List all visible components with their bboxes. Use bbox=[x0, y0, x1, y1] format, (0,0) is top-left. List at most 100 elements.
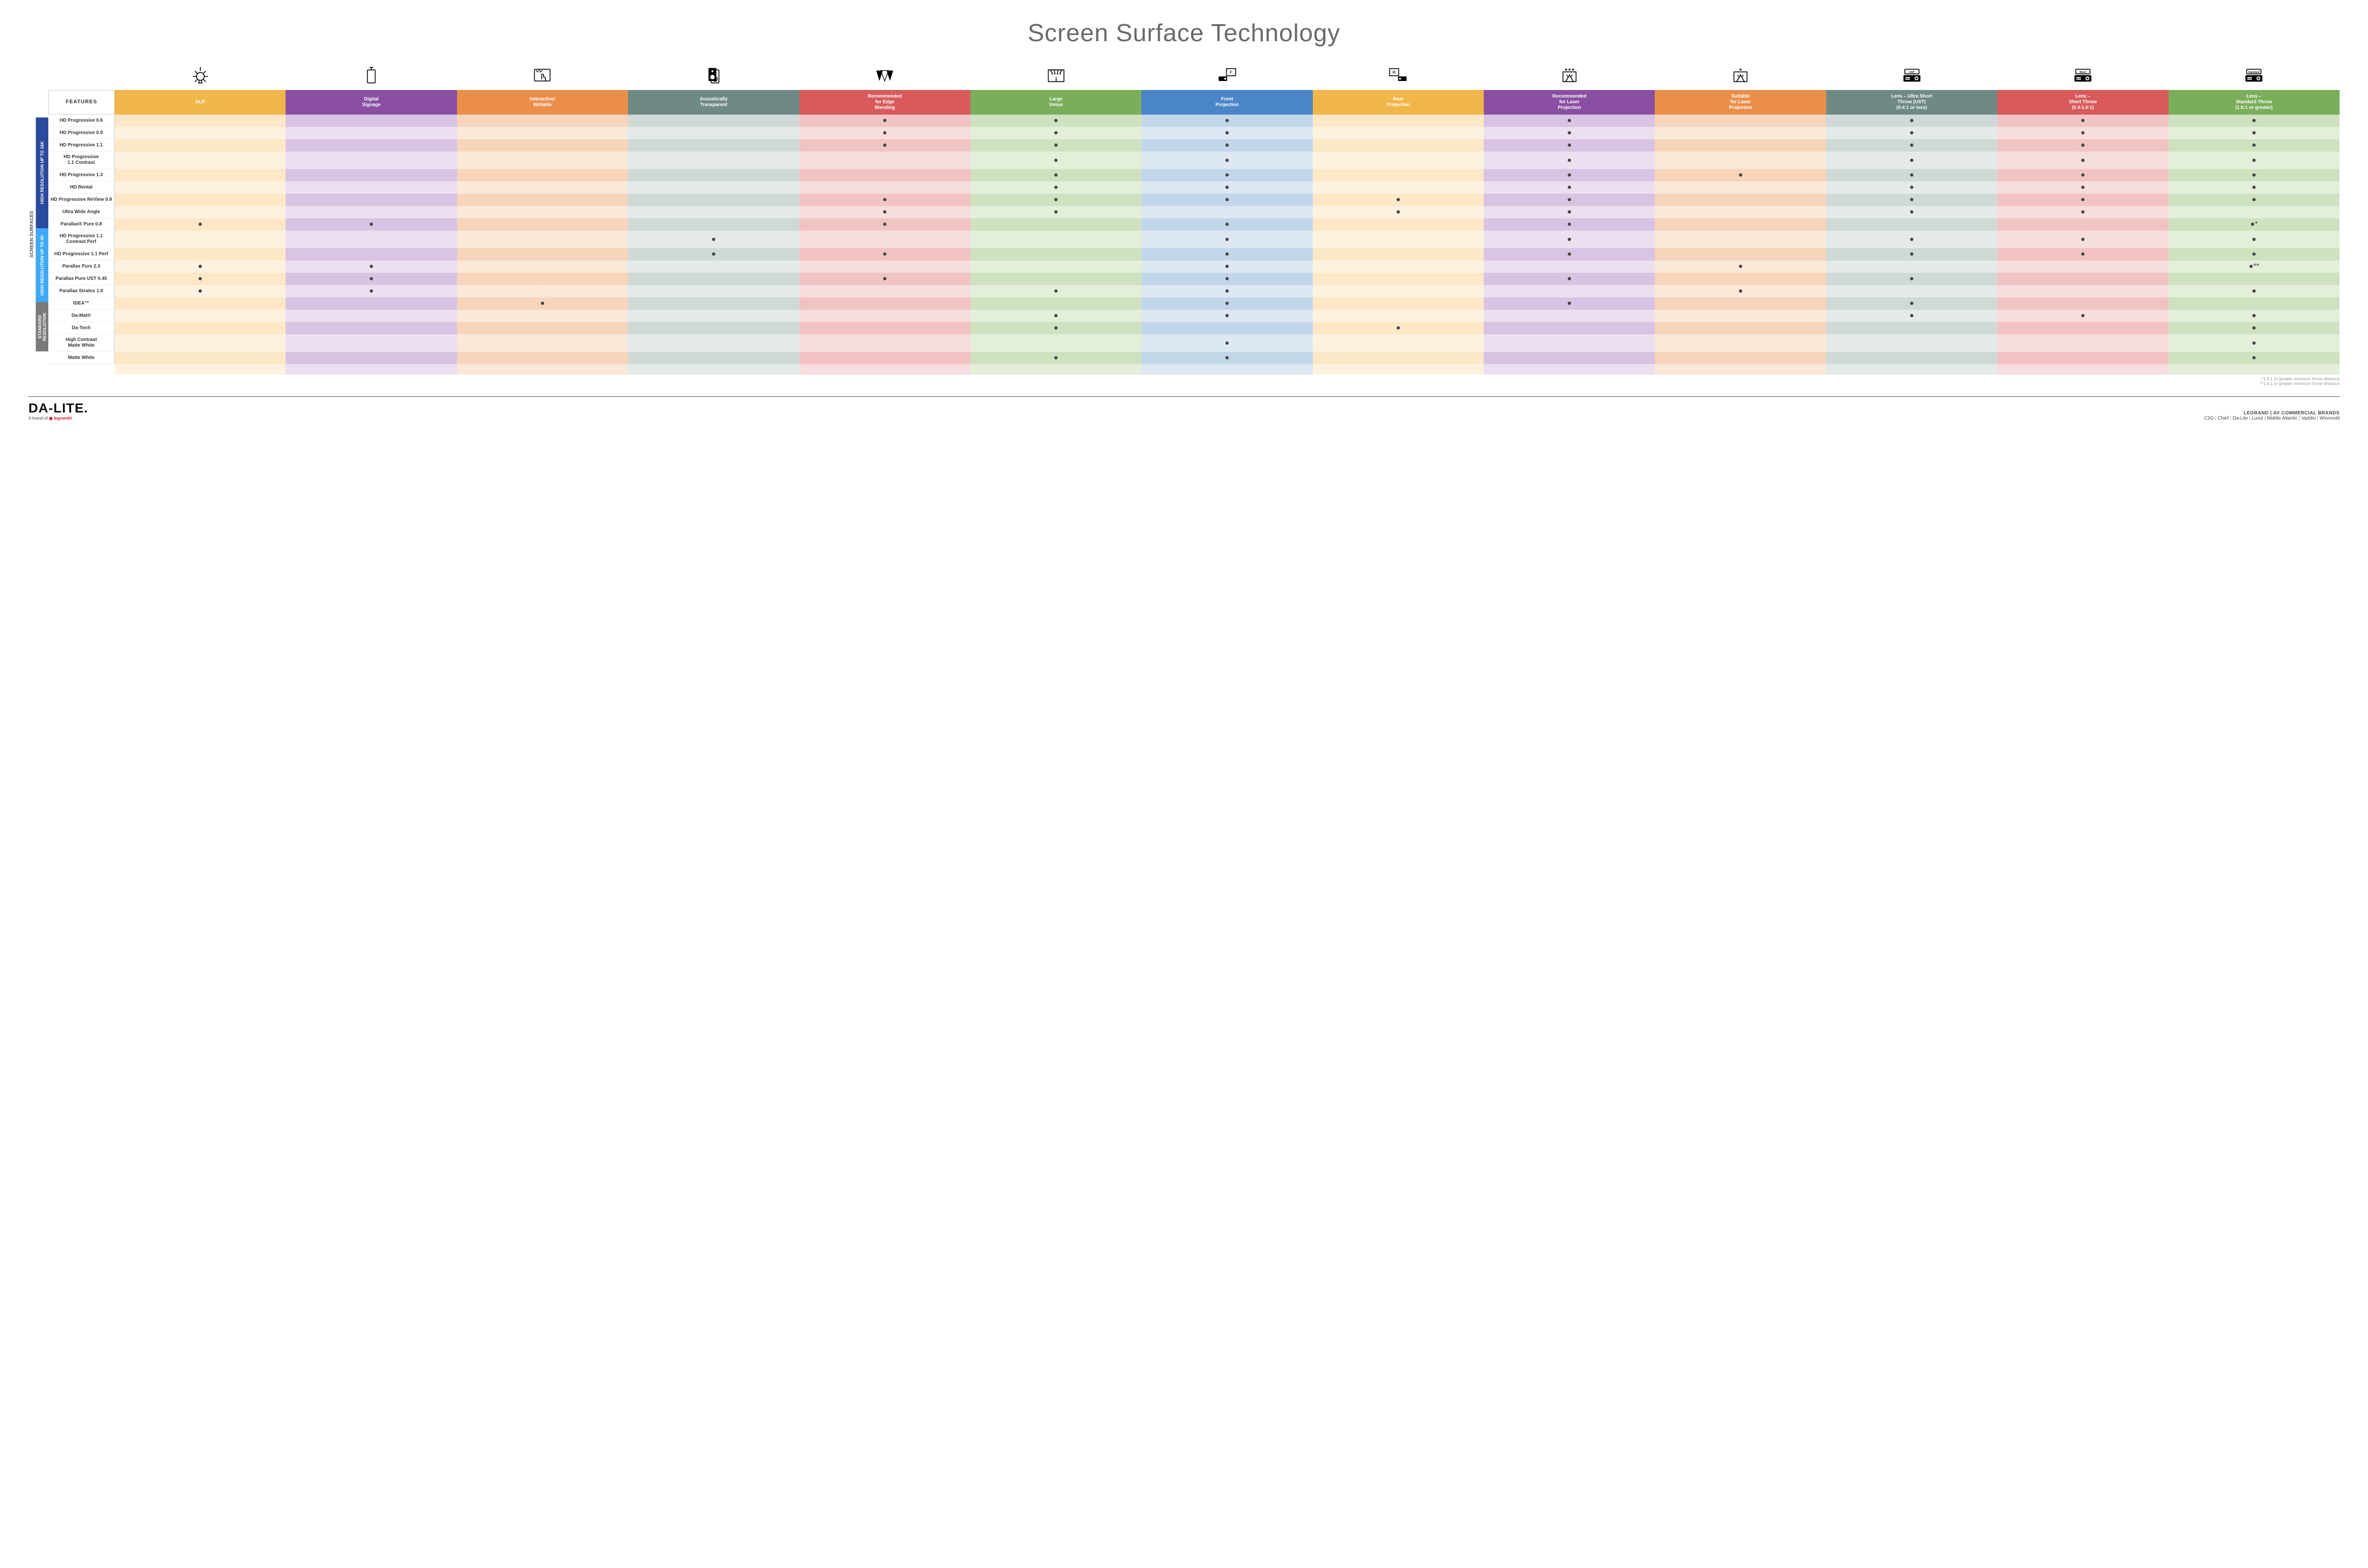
cell bbox=[1313, 139, 1484, 152]
cell: ● bbox=[970, 152, 1141, 169]
cell: ● bbox=[1484, 152, 1655, 169]
cell bbox=[2169, 273, 2340, 285]
cell bbox=[628, 285, 799, 297]
cell bbox=[799, 310, 970, 322]
row-label: HD Rental bbox=[48, 181, 115, 194]
cell: ● bbox=[1141, 218, 1312, 231]
venue-icon bbox=[970, 62, 1141, 90]
laserS-icon: ★ bbox=[1655, 62, 1826, 90]
cell: ●* bbox=[2169, 218, 2340, 231]
col-header-edge: Recommendedfor EdgeBlending bbox=[799, 90, 970, 115]
cell: ● bbox=[2169, 248, 2340, 260]
cell bbox=[799, 231, 970, 248]
cell bbox=[970, 334, 1141, 352]
cell: ● bbox=[628, 231, 799, 248]
row-label: HD Progressive ReView 0.9 bbox=[48, 194, 115, 206]
cell bbox=[457, 139, 628, 152]
cell bbox=[457, 194, 628, 206]
cell: ● bbox=[1997, 231, 2168, 248]
short-icon: Short bbox=[1997, 62, 2168, 90]
cell: ● bbox=[1826, 297, 1997, 310]
row-label: Parallax® Pure 0.8 bbox=[48, 218, 115, 231]
cell bbox=[628, 352, 799, 364]
cell bbox=[115, 297, 286, 310]
cell bbox=[457, 285, 628, 297]
cell bbox=[1997, 273, 2168, 285]
cell bbox=[1655, 206, 1826, 218]
cell: ● bbox=[1141, 285, 1312, 297]
acoustic-icon bbox=[628, 62, 799, 90]
col-header-ust: Lens – Ultra ShortThrow (UST)(0.4:1 or l… bbox=[1826, 90, 1997, 115]
row-label: HD Progressive1.1 Contrast bbox=[48, 152, 115, 169]
cell: ● bbox=[1141, 169, 1312, 181]
cell bbox=[1826, 260, 1997, 273]
cell bbox=[115, 194, 286, 206]
cell bbox=[628, 310, 799, 322]
cell bbox=[1484, 352, 1655, 364]
cell: ● bbox=[457, 297, 628, 310]
cell: ● bbox=[799, 194, 970, 206]
cell bbox=[286, 152, 457, 169]
svg-text:Standard: Standard bbox=[2248, 71, 2260, 74]
cell: ● bbox=[1141, 139, 1312, 152]
cell bbox=[1826, 334, 1997, 352]
interactive-icon bbox=[457, 62, 628, 90]
cell bbox=[1141, 322, 1312, 334]
alr-icon bbox=[115, 62, 286, 90]
cell bbox=[115, 310, 286, 322]
cell: ● bbox=[799, 139, 970, 152]
cell bbox=[1826, 218, 1997, 231]
cell: ● bbox=[1826, 194, 1997, 206]
features-header: FEATURES bbox=[48, 90, 115, 115]
cell bbox=[1655, 194, 1826, 206]
cell: ● bbox=[970, 139, 1141, 152]
cell: ● bbox=[1655, 260, 1826, 273]
row-label: HD Progressive 1.1 Perf bbox=[48, 248, 115, 260]
cell bbox=[1655, 218, 1826, 231]
cell bbox=[1484, 334, 1655, 352]
cell: ● bbox=[1484, 181, 1655, 194]
col-header-acoustic: AcousticallyTransparent bbox=[628, 90, 799, 115]
cell bbox=[1655, 248, 1826, 260]
cell bbox=[628, 260, 799, 273]
cell: ● bbox=[970, 115, 1141, 127]
cell bbox=[1313, 169, 1484, 181]
cell bbox=[457, 260, 628, 273]
cell: ● bbox=[1484, 218, 1655, 231]
row-label: Matte White bbox=[48, 352, 115, 364]
brand-bar: DA‑LITE. A brand of ◼ legrand® LEGRAND |… bbox=[28, 396, 2340, 421]
cell: ● bbox=[628, 248, 799, 260]
cell bbox=[1655, 152, 1826, 169]
col-header-laserR: Recommendedfor LaserProjection bbox=[1484, 90, 1655, 115]
cell: ● bbox=[2169, 310, 2340, 322]
cell bbox=[1313, 352, 1484, 364]
cell bbox=[286, 206, 457, 218]
cell bbox=[628, 181, 799, 194]
cell: ● bbox=[1484, 194, 1655, 206]
cell: ● bbox=[1484, 297, 1655, 310]
cell: ● bbox=[1826, 248, 1997, 260]
cell: ● bbox=[799, 248, 970, 260]
cell bbox=[1997, 352, 2168, 364]
cell: ● bbox=[115, 285, 286, 297]
cell bbox=[286, 115, 457, 127]
cell bbox=[1313, 115, 1484, 127]
rear-icon: R bbox=[1313, 62, 1484, 90]
col-header-alr: ALR bbox=[115, 90, 286, 115]
cell bbox=[1997, 297, 2168, 310]
row-label: HD Progressive 1.3 bbox=[48, 169, 115, 181]
cell bbox=[2169, 297, 2340, 310]
brands-title: LEGRAND | AV COMMERCIAL BRANDS bbox=[2204, 411, 2340, 416]
cell bbox=[115, 334, 286, 352]
cell: ● bbox=[1997, 194, 2168, 206]
front-icon: F bbox=[1141, 62, 1312, 90]
cell bbox=[628, 297, 799, 310]
cell bbox=[1655, 273, 1826, 285]
cell: ● bbox=[1484, 248, 1655, 260]
cell bbox=[1313, 152, 1484, 169]
cell: ● bbox=[970, 322, 1141, 334]
brands-list: C2GChiefDa-LiteLuxulMiddle AtlanticVaddi… bbox=[2204, 416, 2340, 421]
logo-main: DA‑LITE. bbox=[28, 401, 88, 416]
cell bbox=[457, 206, 628, 218]
cell bbox=[1655, 139, 1826, 152]
